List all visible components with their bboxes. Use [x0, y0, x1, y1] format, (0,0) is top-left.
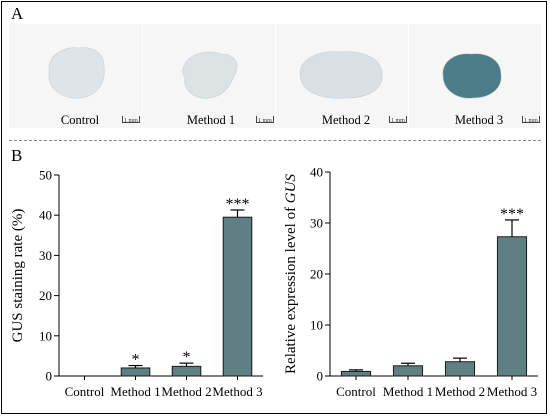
- bar: [222, 216, 253, 377]
- y-tick-label: 40: [39, 208, 52, 223]
- bar: [392, 365, 424, 377]
- scale-bar-icon: [122, 116, 140, 123]
- sample-tile-method-1: Method 1 1 mm: [142, 24, 276, 128]
- sample-label-method-1: Method 1: [186, 113, 236, 127]
- y-axis-label: GUS staining rate (%): [10, 209, 26, 343]
- gus-staining-rate-chart: 0 10 20 30 40 50 GUS staining rate (%) Control *…: [10, 168, 263, 399]
- y-tick-label: 20: [39, 288, 52, 303]
- scale-bar-icon: [389, 116, 407, 123]
- sample-tile-method-3: Method 3 1 mm: [408, 24, 542, 128]
- bar: [340, 370, 372, 377]
- sample-label-method-3: Method 3: [454, 113, 504, 127]
- y-axis-label: Relative expression level of GUS: [283, 174, 299, 374]
- x-tick-label: Method 3: [487, 384, 537, 399]
- significance-marker: *: [132, 352, 140, 369]
- x-tick-label: Method 3: [212, 384, 262, 399]
- y-tick-label: 20: [310, 267, 323, 282]
- scale-text-method-1: 1 mm: [258, 118, 272, 124]
- sample-tile-control: Control 1 mm: [9, 24, 142, 128]
- significance-marker: ***: [500, 206, 524, 223]
- panel-a-letter: A: [11, 4, 24, 23]
- sample-tile-method-2: Method 2 1 mm: [275, 24, 409, 128]
- scale-text-control: 1 mm: [124, 118, 138, 124]
- y-tick-label: 30: [310, 216, 323, 231]
- sample-label-control: Control: [60, 113, 100, 127]
- method-1-sample-shape: [182, 51, 238, 99]
- y-tick-label: 0: [46, 369, 53, 384]
- bar: [496, 236, 528, 377]
- sample-photo-strip: Control 1 mm Method 1 1 mm Method 2 1 mm…: [9, 24, 541, 128]
- bar: [120, 367, 151, 377]
- sample-label-method-2: Method 2: [321, 113, 371, 127]
- method-2-sample-shape: [299, 51, 383, 99]
- scale-text-method-2: 1 mm: [391, 118, 405, 124]
- x-tick-label: Control: [65, 384, 105, 399]
- bar: [171, 365, 202, 377]
- method-3-sample-shape: [442, 53, 502, 99]
- gus-expression-chart: 0 10 20 30 40 Relative expression level of GU…: [283, 165, 538, 399]
- y-tick-label: 10: [310, 318, 323, 333]
- significance-marker: *: [183, 349, 191, 366]
- scale-bar-icon: [522, 116, 540, 123]
- y-tick-label: 0: [317, 369, 324, 384]
- y-tick-label: 30: [39, 248, 52, 263]
- significance-marker: ***: [226, 196, 250, 213]
- panel-divider: [9, 140, 541, 141]
- x-tick-label: Method 1: [110, 384, 160, 399]
- x-tick-label: Method 2: [435, 384, 485, 399]
- x-tick-label: Method 2: [161, 384, 211, 399]
- scale-bar-icon: [256, 116, 274, 123]
- x-tick-label: Method 1: [383, 384, 433, 399]
- control-sample-shape: [48, 47, 105, 99]
- y-tick-label: 40: [310, 165, 323, 180]
- y-tick-label: 10: [39, 328, 52, 343]
- panel-b-letter: B: [11, 146, 23, 165]
- scale-text-method-3: 1 mm: [524, 118, 538, 124]
- x-tick-label: Control: [336, 384, 376, 399]
- bar: [444, 361, 476, 377]
- y-tick-label: 50: [39, 168, 52, 183]
- y-axis-label-gene: GUS: [283, 174, 299, 204]
